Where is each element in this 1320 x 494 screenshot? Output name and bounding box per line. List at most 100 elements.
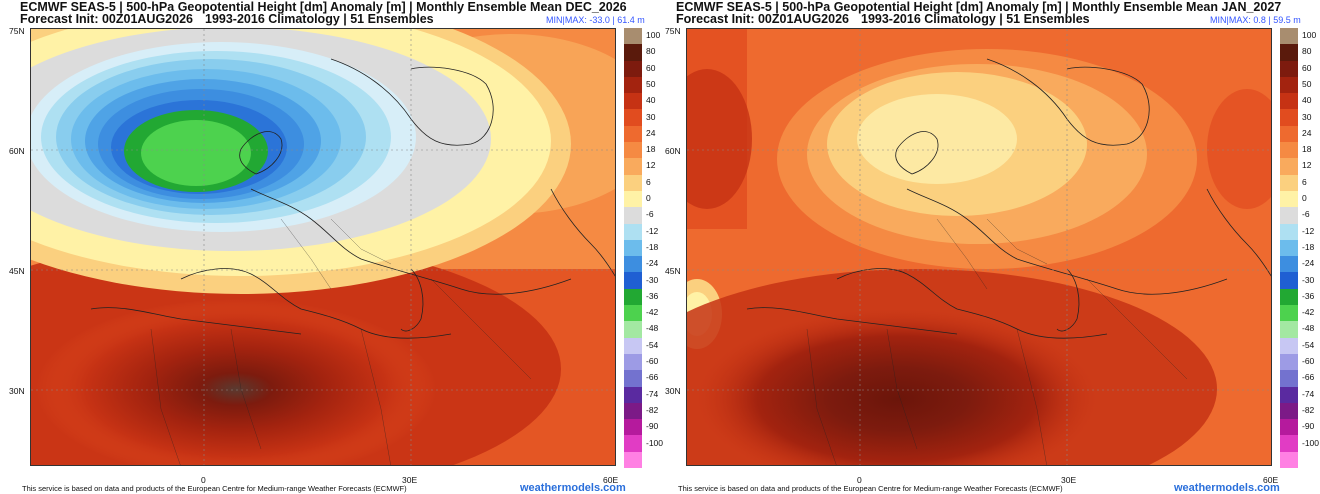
colorbar-swatch: [1280, 239, 1298, 257]
colorbar-label: -30: [646, 274, 659, 285]
forecast-subtitle: Forecast Init: 00Z01AUG2026 1993-2016 Cli…: [676, 13, 1090, 26]
climatology-info: 1993-2016 Climatology | 51 Ensembles: [205, 12, 434, 26]
climatology-info: 1993-2016 Climatology | 51 Ensembles: [861, 12, 1090, 26]
colorbar-swatch: [1280, 435, 1298, 452]
colorbar-label: -36: [1302, 290, 1315, 301]
colorbar-swatch: [1280, 451, 1298, 469]
colorbar-label: -24: [1302, 258, 1315, 269]
colorbar-label: 18: [1302, 144, 1312, 155]
colorbar-label: -90: [1302, 421, 1315, 432]
graticule: [687, 29, 1271, 465]
colorbar-label: 50: [1302, 78, 1312, 89]
colorbar-label: -54: [646, 339, 659, 350]
colorbar-swatch: [1280, 158, 1298, 175]
colorbar-label: -12: [1302, 225, 1315, 236]
coastlines: [90, 58, 615, 339]
colorbar-label: -6: [646, 209, 654, 220]
colorbar-label: -48: [1302, 323, 1315, 334]
colorbar-swatch: [624, 337, 642, 354]
colorbar-label: 24: [646, 127, 656, 138]
ecmwf-attribution: This service is based on data and produc…: [22, 484, 407, 493]
colorbar-label: -42: [1302, 307, 1315, 318]
colorbar-label: -82: [1302, 404, 1315, 415]
colorbar-label: 60: [646, 62, 656, 73]
lat-label-30n: 30N: [9, 386, 25, 396]
colorbar-swatch: [624, 174, 642, 191]
colorbar-label: -48: [646, 323, 659, 334]
lon-label-30e: 30E: [402, 475, 418, 485]
country-borders: [806, 218, 1188, 465]
colorbar-label: -60: [646, 356, 659, 366]
minmax-readout: MIN|MAX: -33.0 | 61.4 m: [546, 15, 645, 25]
colorbar-swatch: [1280, 28, 1298, 45]
colorbar-label: 40: [1302, 95, 1312, 106]
colorbar-swatch: [1280, 370, 1298, 387]
colorbar-swatch: [1280, 44, 1298, 61]
colorbar-swatch: [624, 190, 642, 208]
colorbar-label: 12: [1302, 160, 1312, 171]
colorbar-swatch: [1280, 60, 1298, 77]
lat-label-45n: 45N: [665, 266, 681, 276]
forecast-init: Forecast Init: 00Z01AUG2026: [20, 12, 193, 26]
colorbar-label: -82: [646, 404, 659, 415]
panel-dec-2026: ECMWF SEAS-5 | 500-hPa Geopotential Heig…: [9, 1, 663, 494]
colorbar-swatch: [624, 223, 642, 240]
lat-label-60n: 60N: [9, 146, 25, 156]
colorbar-label: -30: [1302, 274, 1315, 285]
colorbar-label: -6: [1302, 209, 1310, 220]
colorbar-swatch: [624, 125, 642, 143]
colorbar-swatch: [624, 288, 642, 306]
lat-label-75n: 75N: [9, 26, 25, 36]
colorbar-label: -18: [1302, 241, 1315, 252]
colorbar-label: 6: [646, 176, 651, 187]
lon-label-60e: 60E: [1263, 475, 1279, 485]
colorbar-label: 40: [646, 95, 656, 106]
colorbar-swatch: [624, 435, 642, 452]
colorbar-swatch: [1280, 337, 1298, 354]
lat-label-45n: 45N: [9, 266, 25, 276]
colorbar-swatch: [624, 256, 642, 273]
graticule: [31, 29, 615, 465]
colorbar-label: 6: [1302, 176, 1307, 187]
colorbar-swatch: [624, 402, 642, 420]
colorbar-label: -74: [1302, 388, 1315, 399]
colorbar-label: -36: [646, 290, 659, 301]
colorbar-label: -42: [646, 307, 659, 318]
colorbar-swatch: [1280, 93, 1298, 110]
colorbar-swatch: [1280, 190, 1298, 208]
colorbar-label: 24: [1302, 127, 1312, 138]
colorbar-swatch: [1280, 207, 1298, 224]
colorbar-swatch: [624, 60, 642, 77]
colorbar-label: 0: [646, 193, 651, 203]
colorbar-swatch: [624, 142, 642, 159]
colorbar-label: 80: [646, 46, 656, 57]
colorbar-swatch: [1280, 305, 1298, 322]
colorbar-swatch: [624, 109, 642, 126]
lat-label-75n: 75N: [665, 26, 681, 36]
colorbar-swatch: [624, 305, 642, 322]
colorbar-swatch: [1280, 402, 1298, 420]
lat-label-60n: 60N: [665, 146, 681, 156]
colorbar-swatch: [624, 370, 642, 387]
colorbar-swatch: [624, 93, 642, 110]
country-borders: [150, 218, 532, 465]
anomaly-map: [30, 28, 616, 466]
brand-link[interactable]: weathermodels.com: [1174, 482, 1280, 494]
brand-link[interactable]: weathermodels.com: [520, 482, 626, 494]
colorbar-label: -54: [1302, 339, 1315, 350]
colorbar-swatch: [1280, 174, 1298, 191]
colorbar-swatch: [1280, 125, 1298, 143]
colorbar-label: -18: [646, 241, 659, 252]
colorbar-label: -90: [646, 421, 659, 432]
colorbar-swatch: [1280, 353, 1298, 371]
lon-label-0: 0: [201, 475, 206, 485]
colorbar-swatch: [624, 353, 642, 371]
colorbar-label: 12: [646, 160, 656, 171]
colorbar-label: -74: [646, 388, 659, 399]
colorbar-swatch: [624, 451, 642, 469]
colorbar-swatch: [624, 272, 642, 289]
warm-anomaly-core: [36, 299, 436, 465]
colorbar-swatch: [624, 158, 642, 175]
colorbar-label: 100: [646, 30, 661, 40]
colorbar-swatch: [1280, 272, 1298, 289]
